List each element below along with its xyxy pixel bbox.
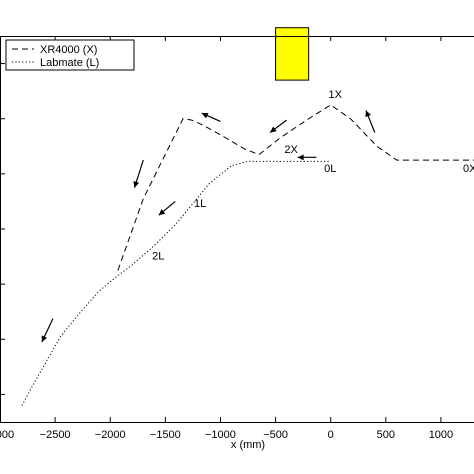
legend-box [5,39,135,71]
direction-arrow [133,159,144,188]
annotation-label: 0X [463,163,474,175]
x-tick-label: 0 [328,429,334,441]
obstacle-layer [275,27,310,81]
series-line-labmate [21,160,331,406]
x-tick-label: −2500 [40,429,71,441]
x-tick-label: −2000 [95,429,126,441]
x-tick-label: −1000 [205,429,236,441]
x-tick-label: 1000 [429,429,453,441]
arrow-head [201,112,209,119]
annotation-label: 0L [324,163,336,175]
x-tick-label: -3000 [0,429,14,441]
direction-arrow [201,112,221,123]
x-tick-label: −500 [263,429,288,441]
direction-arrow [365,110,376,133]
direction-arrow [297,154,317,161]
series-line-xr4000 [117,104,474,271]
axes-layer: -3000 −2500 −2000 −1500 −1000 −500 0 500 1000 [0,36,474,441]
arrow-head [133,181,140,188]
direction-arrow [158,200,176,216]
obstacle-rect [275,27,310,81]
x-tick-label: −1500 [150,429,181,441]
annotation-label: 2L [152,250,164,262]
arrows-layer [41,110,376,343]
arrow-head [41,335,48,343]
arrow-head [158,209,166,216]
annotations-layer: 1X 2X 0X 0L 1L 2L [152,89,474,262]
arrow-head [297,154,304,161]
annotation-label: 2X [284,144,298,156]
legend: XR4000 (X)Labmate (L) [5,39,135,71]
annotation-label: 1X [328,89,342,101]
x-axis-label: x (mm) [231,439,265,451]
arrow-head [365,110,371,118]
annotation-label: 1L [194,198,206,210]
series-layer [21,104,474,406]
arrow-head [270,126,277,133]
direction-arrow [269,119,287,133]
direction-arrow [41,318,54,343]
legend-label: XR4000 (X) [40,44,97,56]
legend-label: Labmate (L) [40,57,99,69]
x-tick-label: 500 [377,429,395,441]
